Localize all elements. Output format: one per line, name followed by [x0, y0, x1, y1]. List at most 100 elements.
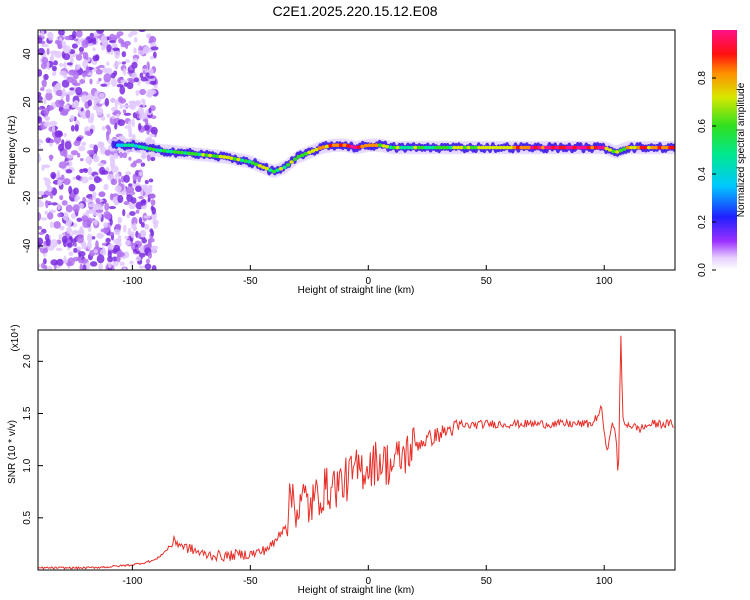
noise-blob [66, 242, 73, 248]
noise-blob [124, 125, 132, 129]
ridge-point [395, 145, 400, 150]
noise-blob [75, 30, 83, 38]
noise-blob [118, 178, 122, 185]
ridge-point [590, 145, 595, 150]
noise-blob [90, 37, 97, 42]
chart-title: C2E1.2025.220.15.12.E08 [272, 3, 437, 19]
noise-blob [73, 242, 78, 248]
noise-blob [112, 256, 118, 262]
noise-blob [137, 49, 145, 56]
noise-blob [66, 162, 70, 166]
noise-blob [92, 55, 99, 62]
noise-blob [139, 72, 144, 79]
ridge-point [243, 159, 248, 163]
ridge-point [530, 145, 535, 150]
ridge-point [554, 145, 560, 150]
noise-blob [147, 240, 152, 249]
ridge-point [268, 168, 273, 172]
noise-blob [86, 233, 93, 243]
noise-blob [38, 143, 41, 147]
ridge-point [381, 144, 386, 148]
noise-blob [75, 54, 83, 61]
noise-blob [96, 254, 105, 264]
noise-blob [76, 217, 83, 222]
ridge-point [583, 145, 588, 150]
ridge-point [618, 148, 623, 153]
ridge-point [225, 155, 231, 160]
noise-blob [38, 111, 41, 117]
noise-blob [86, 209, 92, 214]
ridge-point [455, 145, 461, 150]
snr-x-ticks: -100 -50 0 50 100 [122, 565, 613, 587]
noise-blob [81, 176, 89, 184]
ridge-point [254, 162, 259, 167]
ridge-point [300, 153, 305, 158]
ridge-point [409, 145, 415, 150]
noise-blob [81, 94, 88, 103]
noise-blob [79, 263, 83, 270]
noise-blob [117, 119, 125, 127]
noise-blob [65, 94, 70, 103]
noise-blob [42, 164, 51, 169]
noise-blob [133, 47, 137, 54]
noise-blob [112, 244, 121, 252]
noise-blob [96, 30, 105, 34]
ridge-point [540, 145, 546, 150]
noise-blob [108, 261, 112, 269]
ridge-point [169, 149, 174, 154]
noise-blob [79, 51, 84, 55]
noise-blob [40, 30, 45, 37]
noise-blob [86, 241, 92, 250]
noise-blob [95, 209, 104, 213]
noise-blob [58, 161, 67, 169]
noise-blob [86, 149, 95, 155]
noise-blob [140, 205, 147, 210]
noise-blob [143, 124, 150, 131]
noise-blob [132, 112, 137, 119]
noise-blob [138, 216, 143, 225]
noise-blob [138, 107, 143, 115]
noise-blob [98, 191, 105, 197]
noise-blob [150, 126, 158, 135]
noise-blob [95, 240, 99, 250]
ridge-point [420, 145, 425, 150]
noise-blob [38, 116, 43, 124]
noise-blob [128, 156, 132, 161]
noise-blob [100, 228, 108, 233]
noise-blob [96, 66, 100, 70]
ridge-point [314, 147, 319, 152]
ridge-point [165, 149, 170, 153]
ridge-point [176, 150, 181, 155]
noise-blob [114, 34, 121, 39]
x-tick-label: 100 [596, 276, 613, 287]
noise-blob [45, 88, 53, 94]
noise-blob [101, 170, 109, 175]
ridge-point [452, 145, 457, 150]
noise-blob [57, 203, 61, 211]
ridge-point [459, 145, 464, 150]
noise-blob [140, 98, 146, 104]
snr-x-axis-label: Height of straight line (km) [298, 585, 415, 596]
noise-blob [97, 162, 105, 167]
noise-blob [80, 157, 84, 162]
noise-blob [119, 105, 123, 109]
ridge-point [356, 145, 362, 149]
noise-blob [88, 176, 94, 181]
noise-blob [49, 139, 55, 144]
noise-blob [51, 72, 57, 77]
noise-blob [148, 68, 154, 76]
ridge-point [186, 151, 192, 156]
noise-blob [72, 82, 81, 87]
noise-blob [121, 61, 126, 65]
noise-blob [146, 136, 153, 143]
ridge-point [147, 147, 153, 151]
ridge-point [466, 145, 471, 150]
snr-panel: -100 -50 0 50 100 0.5 1.0 1.5 2.0 Height of str… [7, 324, 676, 596]
ridge-point [505, 145, 510, 150]
noise-blob [113, 62, 119, 69]
noise-blob [119, 85, 126, 95]
noise-blob [138, 265, 145, 269]
noise-blob [75, 106, 82, 111]
noise-blob [87, 166, 92, 176]
noise-blob [110, 50, 114, 55]
